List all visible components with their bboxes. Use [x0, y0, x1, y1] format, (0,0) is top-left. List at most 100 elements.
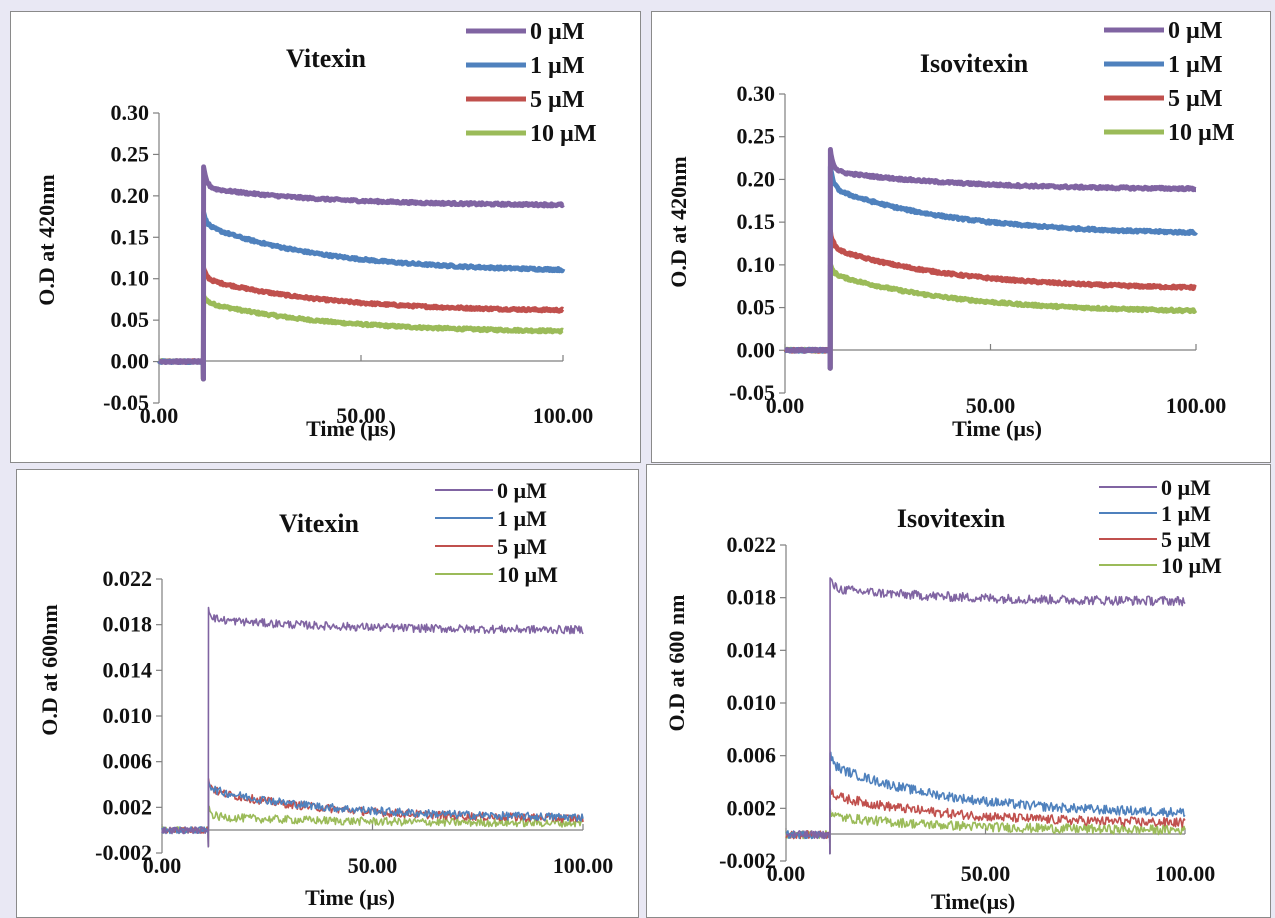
legend-label: 0 µM — [1161, 475, 1211, 500]
series-line-5-uM — [785, 785, 1186, 855]
legend: 0 µM 1 µM 5 µM 10 µM — [466, 19, 596, 147]
legend-label: 10 µM — [530, 121, 596, 147]
y-tick-label: 0.018 — [727, 585, 777, 610]
legend-label: 1 µM — [530, 53, 584, 79]
y-tick-label: 0.30 — [737, 81, 776, 106]
x-tick-label: 0.00 — [767, 861, 806, 886]
y-tick-label: 0.006 — [727, 743, 777, 768]
series-line-0-uM — [157, 164, 565, 382]
legend-label: 10 µM — [497, 562, 558, 587]
legend: 0 µM 1 µM 5 µM 10 µM — [1104, 18, 1234, 146]
legend-label: 5 µM — [530, 87, 584, 113]
series-line-0-uM — [785, 577, 1186, 855]
y-tick-label: -0.05 — [103, 390, 149, 415]
x-axis-title: Time (µs) — [952, 416, 1042, 441]
y-tick-label: 0.20 — [111, 183, 150, 208]
series-line-1-uM — [157, 209, 566, 382]
series-line-10-uM — [785, 807, 1186, 855]
y-tick-label: 0.05 — [737, 295, 776, 320]
series-line-10-uM — [157, 292, 565, 382]
series-line-1-uM — [785, 751, 1186, 855]
y-tick-label: 0.002 — [727, 795, 777, 820]
tick-labels: -0.050.000.050.100.150.200.250.300.00 50.… — [103, 100, 593, 428]
legend-label: 1 µM — [497, 506, 547, 531]
axes — [156, 578, 584, 854]
legend-label: 5 µM — [1168, 86, 1222, 112]
chart-panel-isovitexin-600: Isovitexin O.D at 600 nm Time(µs) 0 µM 1 … — [646, 464, 1271, 918]
chart-title: Isovitexin — [897, 504, 1006, 533]
series-lines — [161, 606, 584, 848]
x-axis-title: Time(µs) — [931, 889, 1015, 914]
y-tick-label: 0.022 — [727, 532, 777, 557]
y-tick-label: 0.022 — [103, 566, 153, 591]
y-tick-label: 0.15 — [737, 209, 776, 234]
series-line-5-uM — [161, 778, 584, 848]
chart-panel-vitexin-600: Vitexin O.D at 600nm Time (µs) 0 µM 1 µM 5… — [16, 469, 639, 918]
x-tick-label: 100.00 — [533, 403, 594, 428]
chart-svg: Vitexin O.D at 600nm Time (µs) 0 µM 1 µM 5… — [37, 478, 613, 910]
y-tick-label: 0.006 — [103, 749, 153, 774]
legend-label: 10 µM — [1161, 553, 1222, 578]
series-line-5-uM — [783, 228, 1198, 371]
legend-label: 0 µM — [530, 19, 584, 45]
chart-title: Vitexin — [279, 509, 359, 538]
y-tick-label: 0.010 — [103, 703, 153, 728]
y-tick-label: 0.10 — [737, 252, 776, 277]
axes — [153, 112, 564, 404]
y-tick-label: 0.00 — [111, 349, 150, 374]
chart-svg: Isovitexin O.D at 420nm Time (µs) 0 µM 1 … — [666, 18, 1234, 441]
y-tick-label: 0.25 — [111, 141, 150, 166]
series-lines — [783, 147, 1198, 371]
y-axis-title: O.D at 420nm — [34, 174, 59, 305]
y-tick-label: -0.002 — [95, 840, 152, 865]
y-tick-label: -0.05 — [729, 380, 775, 405]
x-tick-label: 100.00 — [1155, 861, 1216, 886]
axes — [779, 93, 1197, 394]
series-line-10-uM — [161, 805, 584, 848]
y-tick-label: 0.00 — [737, 337, 776, 362]
x-tick-label: 100.00 — [553, 853, 614, 878]
legend-label: 1 µM — [1168, 52, 1222, 78]
x-tick-label: 0.00 — [766, 393, 805, 418]
series-lines — [157, 164, 566, 382]
chart-svg: Isovitexin O.D at 600 nm Time(µs) 0 µM1 … — [664, 475, 1222, 914]
y-tick-label: 0.002 — [103, 794, 153, 819]
x-tick-label: 0.00 — [143, 853, 182, 878]
y-axis-title: O.D at 600nm — [37, 604, 62, 735]
series-line-0-uM — [161, 606, 584, 848]
legend-label: 0 µM — [1168, 18, 1222, 44]
legend-label: 5 µM — [1161, 527, 1211, 552]
series-line-10-uM — [783, 262, 1198, 371]
x-tick-label: 50.00 — [336, 403, 386, 428]
legend-label: 10 µM — [1168, 120, 1234, 146]
y-tick-label: 0.014 — [103, 657, 153, 682]
y-tick-label: 0.20 — [737, 166, 776, 191]
tick-labels: -0.002 0.002 0.006 0.010 0.014 0.018 0.022 0.00… — [95, 566, 613, 878]
x-axis-title: Time (µs) — [306, 416, 396, 441]
series-lines — [785, 577, 1186, 855]
tick-labels: -0.050.000.050.100.150.200.250.300.00 50.… — [729, 81, 1226, 418]
x-tick-label: 0.00 — [140, 403, 179, 428]
chart-title: Vitexin — [286, 44, 366, 73]
y-axis-title: O.D at 600 nm — [664, 595, 689, 732]
series-line-1-uM — [783, 164, 1198, 371]
y-tick-label: 0.05 — [111, 307, 150, 332]
y-tick-label: 0.25 — [737, 124, 776, 149]
y-tick-label: 0.010 — [727, 690, 777, 715]
x-tick-label: 50.00 — [961, 861, 1011, 886]
chart-title: Isovitexin — [920, 49, 1029, 78]
y-tick-label: 0.10 — [111, 266, 150, 291]
series-line-1-uM — [161, 780, 584, 848]
y-axis-title: O.D at 420nm — [666, 156, 691, 287]
chart-svg: Vitexin O.D at 420nm Time (µs) 0 µM 1 µM 5… — [34, 19, 596, 441]
series-line-5-uM — [157, 265, 565, 382]
legend-label: 1 µM — [1161, 501, 1211, 526]
y-tick-label: 0.014 — [727, 637, 777, 662]
y-tick-label: 0.018 — [103, 612, 153, 637]
x-tick-label: 50.00 — [348, 853, 398, 878]
x-axis-title: Time (µs) — [305, 885, 395, 910]
y-tick-label: 0.15 — [111, 224, 150, 249]
legend-label: 0 µM — [497, 478, 547, 503]
